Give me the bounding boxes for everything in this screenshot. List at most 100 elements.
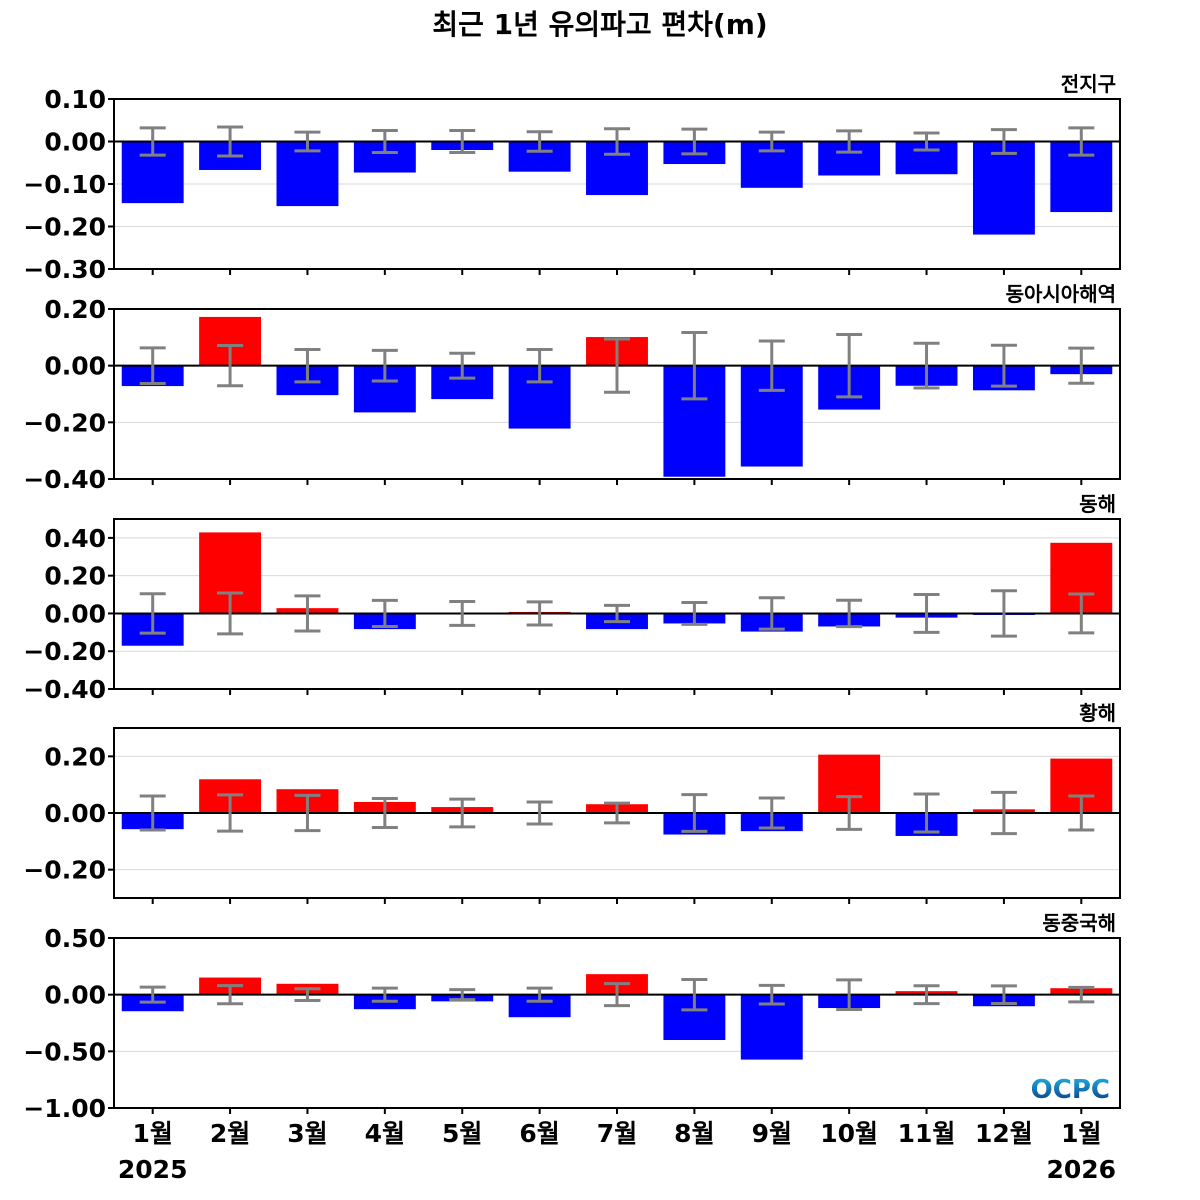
error-bar	[1068, 592, 1095, 635]
xtick-label: 10월	[820, 1119, 878, 1148]
error-bar	[371, 598, 398, 628]
error-bar	[913, 341, 940, 390]
ytick-label: 0.20	[44, 742, 106, 771]
error-bar	[294, 594, 321, 633]
error-bar	[371, 797, 398, 829]
error-bar	[526, 986, 553, 1003]
panel-frame	[113, 308, 1121, 480]
ytick-label: 0.00	[44, 799, 106, 828]
error-bar	[604, 127, 630, 156]
xtick-label: 7월	[597, 1119, 637, 1148]
ytick-label: 0.00	[44, 981, 106, 1010]
bar	[508, 994, 571, 1018]
error-bar	[990, 984, 1017, 1006]
x-axis: 1월 2월 3월 4월 5월 6월 7월 8월 9월 10월 11월 12월 1월 2025 2026	[118, 1119, 1116, 1184]
ytick-label: −0.40	[23, 465, 106, 494]
xtick-label: 1월	[1061, 1119, 1101, 1148]
error-bar	[217, 591, 244, 636]
error-bar	[836, 978, 863, 1012]
error-bar	[681, 600, 708, 626]
ytick-label: −0.20	[23, 856, 106, 885]
panel-label: 전지구	[1061, 72, 1116, 96]
error-bar	[449, 128, 476, 155]
xtick-label: 11월	[898, 1119, 956, 1148]
error-bar	[604, 982, 630, 1008]
xtick-label: 1월	[132, 1119, 172, 1148]
ytick-label: 0.20	[44, 562, 106, 591]
panel-4: 황해 0.20 0.00 −0.20	[23, 701, 1121, 904]
error-bar	[1068, 346, 1095, 385]
error-bar	[913, 131, 940, 152]
error-bar	[526, 130, 553, 153]
ytick-label: −1.00	[23, 1094, 106, 1123]
error-bar	[990, 128, 1017, 155]
error-bar	[758, 596, 785, 631]
error-bar	[217, 125, 244, 158]
ytick-label: 0.20	[44, 295, 106, 324]
error-bar	[526, 800, 553, 826]
error-bar	[604, 801, 630, 825]
error-bar	[913, 792, 940, 834]
ytick-label: −0.40	[23, 675, 106, 704]
error-bar	[449, 797, 476, 829]
panel-frame	[113, 937, 1121, 1109]
error-bar	[449, 988, 476, 1002]
error-bar	[294, 987, 321, 1003]
ytick-label: −0.20	[23, 408, 106, 437]
ytick-label: 0.00	[44, 599, 106, 628]
error-bar	[526, 600, 553, 627]
year-label-end: 2026	[1047, 1155, 1117, 1184]
ytick-label: 0.50	[44, 924, 106, 953]
error-bar	[990, 790, 1017, 836]
error-bar	[836, 598, 863, 629]
error-bar	[681, 977, 708, 1012]
error-bar	[913, 593, 940, 634]
chart-title: 최근 1년 유의파고 편차(m)	[432, 8, 767, 41]
error-bar	[836, 333, 863, 399]
ytick-label: −0.20	[23, 637, 106, 666]
error-bar	[758, 130, 785, 153]
xtick-label: 8월	[674, 1119, 714, 1148]
ytick-label: −0.30	[23, 255, 106, 284]
error-bar	[217, 984, 244, 1006]
error-bar	[1068, 126, 1095, 157]
error-bar	[836, 129, 863, 154]
error-bar	[371, 348, 398, 383]
error-bar	[1068, 794, 1095, 832]
ytick-label: −0.10	[23, 170, 106, 199]
error-bar	[758, 983, 785, 1006]
panel-label: 동중국해	[1042, 911, 1116, 935]
error-bar	[294, 793, 321, 833]
panel-5: 동중국해 0.50 0.00 −0.50 −1.00	[23, 911, 1121, 1123]
error-bar	[990, 589, 1017, 638]
panels-layer: 전지구 0.10 0.00 −0.10 −0.20 −0.30 동아시아해역 0.20 0.00…	[23, 72, 1121, 1123]
xtick-label: 5월	[442, 1119, 482, 1148]
error-bar	[681, 331, 708, 401]
ytick-label: 0.00	[44, 352, 106, 381]
error-bar	[526, 348, 553, 384]
bar	[740, 994, 803, 1060]
error-bar	[758, 339, 785, 392]
error-bar	[913, 984, 940, 1006]
error-bar	[449, 351, 476, 380]
error-bar	[217, 344, 244, 388]
xtick-label: 9월	[752, 1119, 792, 1148]
error-bar	[604, 337, 630, 394]
error-bar	[449, 600, 476, 627]
error-bar	[681, 793, 708, 833]
xtick-label: 6월	[519, 1119, 559, 1148]
panel-label: 동아시아해역	[1006, 282, 1116, 306]
ocpc-logo: OCPC	[1031, 1075, 1110, 1105]
error-bar	[758, 796, 785, 830]
error-bar	[294, 348, 321, 384]
error-bar	[139, 794, 166, 832]
error-bar	[371, 986, 398, 1003]
panel-label: 황해	[1079, 701, 1116, 725]
error-bar	[371, 128, 398, 155]
xtick-label: 12월	[975, 1119, 1033, 1148]
error-bar	[681, 127, 708, 156]
ytick-label: −0.20	[23, 213, 106, 242]
error-bar	[990, 343, 1017, 388]
panel-2: 동아시아해역 0.20 0.00 −0.20 −0.40	[23, 282, 1121, 494]
ytick-label: −0.50	[23, 1037, 106, 1066]
